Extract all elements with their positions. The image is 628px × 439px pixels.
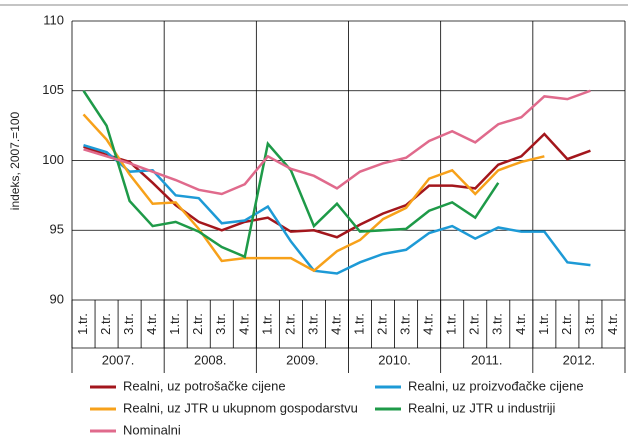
x-tick-label: 1.tr. (536, 313, 551, 335)
series-line (83, 89, 591, 196)
y-axis-label: indeks, 2007.=100 (8, 111, 22, 210)
series-line (83, 143, 591, 275)
x-tick-label: 1.tr. (75, 313, 90, 335)
x-tick-label: 2.tr. (375, 313, 390, 335)
x-tick-label: 3.tr. (121, 313, 136, 335)
x-tick-label: 2.tr. (190, 313, 205, 335)
legend-label: Nominalni (123, 422, 181, 437)
x-tick-label: 3.tr. (305, 313, 320, 335)
y-tick-label: 105 (42, 82, 64, 97)
x-tick-label: 4.tr. (421, 313, 436, 335)
group-label: 2007. (102, 352, 135, 367)
x-tick-label: 4.tr. (144, 313, 159, 335)
series-line (82, 113, 545, 273)
y-tick-label: 110 (43, 12, 64, 27)
y-tick-label: 90 (50, 291, 64, 306)
y-tick-label: 95 (50, 222, 64, 237)
series-line (83, 132, 591, 239)
x-tick-label: 2.tr. (98, 313, 113, 335)
x-tick-label: 3.tr. (398, 313, 413, 335)
x-tick-label: 2.tr. (559, 313, 574, 335)
x-tick-label: 1.tr. (167, 313, 182, 335)
x-tick-label: 3.tr. (490, 313, 505, 335)
x-tick-label: 2.tr. (467, 313, 482, 335)
x-tick-label: 2.tr. (282, 313, 297, 335)
group-label: 2008. (194, 352, 227, 367)
x-tick-label: 4.tr. (605, 313, 620, 335)
y-tick-label: 100 (42, 152, 64, 167)
legend-label: Realni, uz potrošačke cijene (123, 378, 286, 393)
group-label: 2012. (563, 352, 596, 367)
x-tick-label: 3.tr. (582, 313, 597, 335)
legend-label: Realni, uz JTR u ukupnom gospodarstvu (123, 400, 358, 415)
group-label: 2011. (471, 352, 503, 367)
x-tick-label: 4.tr. (236, 313, 251, 335)
legend-label: Realni, uz proizvođačke cijene (408, 378, 584, 393)
group-label: 2010. (378, 352, 411, 367)
x-tick-label: 4.tr. (328, 313, 343, 335)
legend-label: Realni, uz JTR u industriji (408, 400, 555, 415)
group-label: 2009. (286, 352, 319, 367)
x-tick-label: 4.tr. (513, 313, 528, 335)
x-tick-label: 1.tr. (259, 313, 274, 335)
x-tick-label: 3.tr. (213, 313, 228, 335)
x-tick-label: 1.tr. (444, 313, 459, 335)
series-line (82, 90, 500, 259)
x-tick-label: 1.tr. (351, 313, 366, 335)
